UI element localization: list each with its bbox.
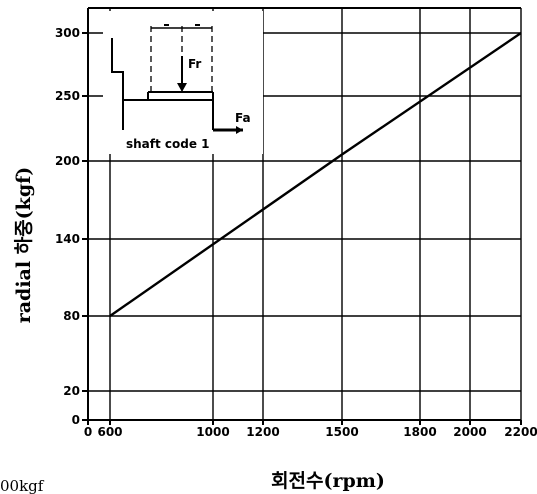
inset-caption: shaft code 1 bbox=[126, 137, 210, 151]
x-axis-title: 회전수(rpm) bbox=[271, 470, 385, 492]
series bbox=[109, 32, 522, 317]
force-axial-label: Fa bbox=[235, 111, 251, 125]
x-tick-label-1800: 1800 bbox=[403, 425, 436, 439]
y-axis-title: radial 하중(kgf) bbox=[13, 167, 35, 324]
x-tick-label-2000: 2000 bbox=[453, 425, 486, 439]
x-tick-label-1500: 1500 bbox=[325, 425, 358, 439]
y-tick-label-0: 0 bbox=[72, 413, 80, 427]
y-tick-label-80: 80 bbox=[63, 309, 80, 323]
y-tick-labels: 0 20 80 140 200 250 300 bbox=[55, 26, 88, 427]
x-tick-label-0: 0 bbox=[84, 425, 92, 439]
force-radial-label: Fr bbox=[188, 57, 201, 71]
shaft-diagram: Fr Fa shaft code 1 bbox=[103, 11, 263, 154]
axes bbox=[87, 7, 521, 421]
y-tick-label-200: 200 bbox=[55, 154, 80, 168]
x-tick-label-1000: 1000 bbox=[196, 425, 229, 439]
x-tick-label-2200: 2200 bbox=[504, 425, 537, 439]
x-tick-label-600: 600 bbox=[97, 425, 122, 439]
y-tick-label-140: 140 bbox=[55, 232, 80, 246]
y-tick-label-300: 300 bbox=[55, 26, 80, 40]
x-tick-label-1200: 1200 bbox=[246, 425, 279, 439]
x-tick-labels: 0 600 1000 1200 1500 1800 2000 2200 bbox=[84, 420, 537, 439]
y-tick-label-20: 20 bbox=[63, 384, 80, 398]
y-tick-label-250: 250 bbox=[55, 89, 80, 103]
footnote: 00kgf bbox=[0, 477, 45, 494]
